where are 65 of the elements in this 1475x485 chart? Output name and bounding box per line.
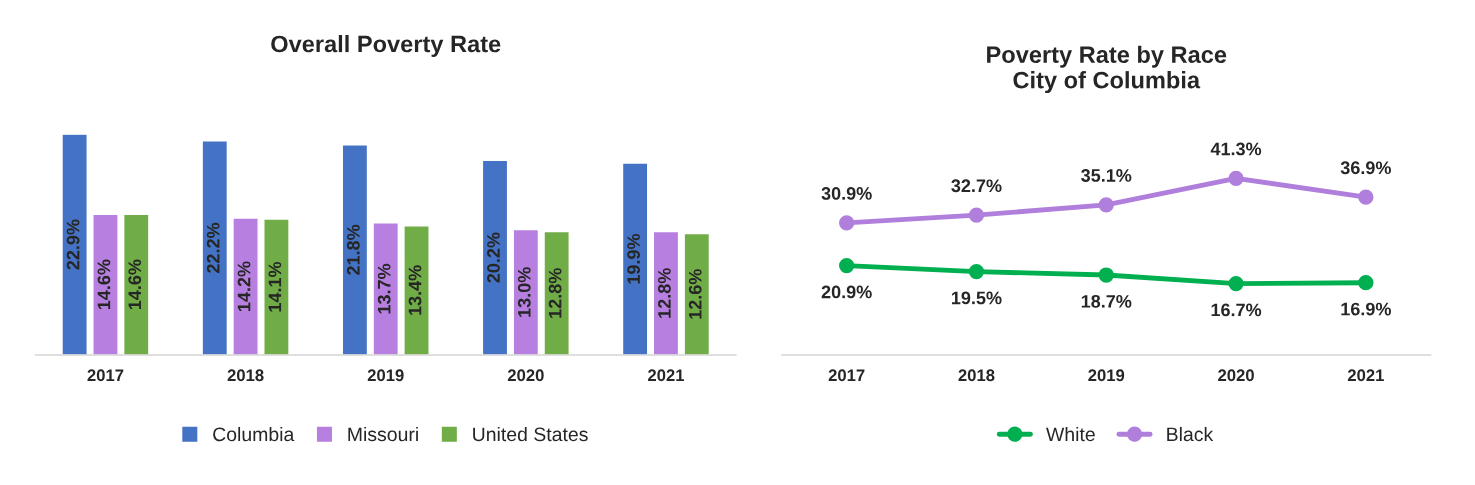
data-label: 20.2% xyxy=(487,232,500,283)
legend-label: Columbia xyxy=(213,426,295,442)
bar xyxy=(263,218,290,356)
bar xyxy=(341,144,369,356)
x-tick-label: 2019 xyxy=(367,369,404,382)
bar xyxy=(232,217,259,356)
data-label: 14.6% xyxy=(128,259,142,310)
point xyxy=(1358,275,1374,291)
data-label: 41.3% xyxy=(1210,142,1262,156)
point xyxy=(968,263,985,280)
data-label: 19.9% xyxy=(627,233,640,284)
point xyxy=(1228,275,1244,292)
point xyxy=(1098,267,1114,283)
data-label: 35.1% xyxy=(1081,169,1132,182)
legend-label: United States xyxy=(473,426,588,442)
data-label: 18.7% xyxy=(1081,294,1132,308)
bar xyxy=(61,133,88,356)
data-label: 16.7% xyxy=(1211,303,1262,317)
point xyxy=(1228,170,1244,186)
x-tick-label: 2020 xyxy=(507,369,544,382)
data-label: 13.4% xyxy=(408,265,422,315)
data-label: 16.9% xyxy=(1341,302,1391,316)
data-label: 13.0% xyxy=(517,267,531,317)
x-tick-label: 2017 xyxy=(87,369,124,382)
data-label: 14.6% xyxy=(97,259,111,310)
data-label: 12.8% xyxy=(658,268,671,318)
x-tick-label: 2020 xyxy=(1218,369,1254,382)
legend-label: Black xyxy=(1167,426,1214,442)
bar xyxy=(92,213,119,356)
legend-label: White xyxy=(1046,426,1095,442)
bar xyxy=(621,162,649,356)
x-tick-label: 2019 xyxy=(1088,369,1125,382)
point xyxy=(1358,189,1374,205)
data-label: 20.9% xyxy=(821,285,872,299)
chart-title: Poverty Rate by Race City of Columbia xyxy=(987,45,1227,94)
chart-title: Overall Poverty Rate xyxy=(271,35,501,58)
legend-label: Missouri xyxy=(348,426,418,442)
data-label: 21.8% xyxy=(346,224,360,275)
point xyxy=(1098,197,1114,213)
data-label: 12.6% xyxy=(688,269,702,319)
data-label: 36.9% xyxy=(1340,161,1391,175)
x-tick-label: 2017 xyxy=(828,369,865,382)
x-tick-label: 2021 xyxy=(648,369,685,382)
x-tick-label: 2021 xyxy=(1347,369,1384,382)
data-label: 12.8% xyxy=(548,268,562,318)
point xyxy=(968,207,985,223)
bar xyxy=(481,159,509,356)
data-label: 32.7% xyxy=(951,179,1002,193)
bar xyxy=(683,232,711,356)
data-label: 14.2% xyxy=(237,261,251,312)
x-tick-label: 2018 xyxy=(958,369,995,382)
bar xyxy=(201,140,229,356)
x-tick-label: 2018 xyxy=(227,369,264,382)
data-label: 19.5% xyxy=(951,291,1002,305)
data-label: 22.2% xyxy=(206,222,220,273)
data-label: 30.9% xyxy=(821,187,872,200)
point xyxy=(839,215,855,231)
data-label: 14.1% xyxy=(268,261,282,312)
data-label: 22.9% xyxy=(66,219,80,270)
data-label: 13.7% xyxy=(377,263,391,314)
bar xyxy=(372,222,400,356)
point xyxy=(839,257,855,274)
bar xyxy=(122,213,150,356)
bar xyxy=(543,230,570,356)
bar xyxy=(403,225,430,356)
